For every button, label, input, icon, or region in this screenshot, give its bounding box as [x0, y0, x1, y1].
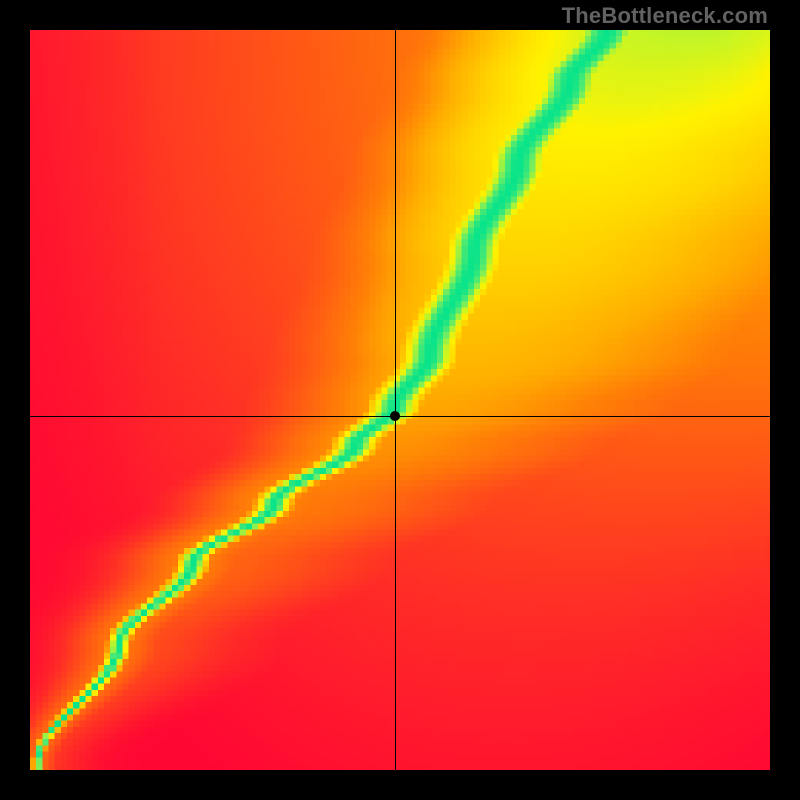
- attribution-label: TheBottleneck.com: [562, 3, 768, 29]
- heatmap-canvas: [30, 30, 770, 770]
- heatmap-plot-area: [30, 30, 770, 770]
- crosshair-horizontal: [30, 416, 770, 417]
- marker-dot: [390, 411, 400, 421]
- crosshair-vertical: [395, 30, 396, 770]
- heatmap-container: TheBottleneck.com: [0, 0, 800, 800]
